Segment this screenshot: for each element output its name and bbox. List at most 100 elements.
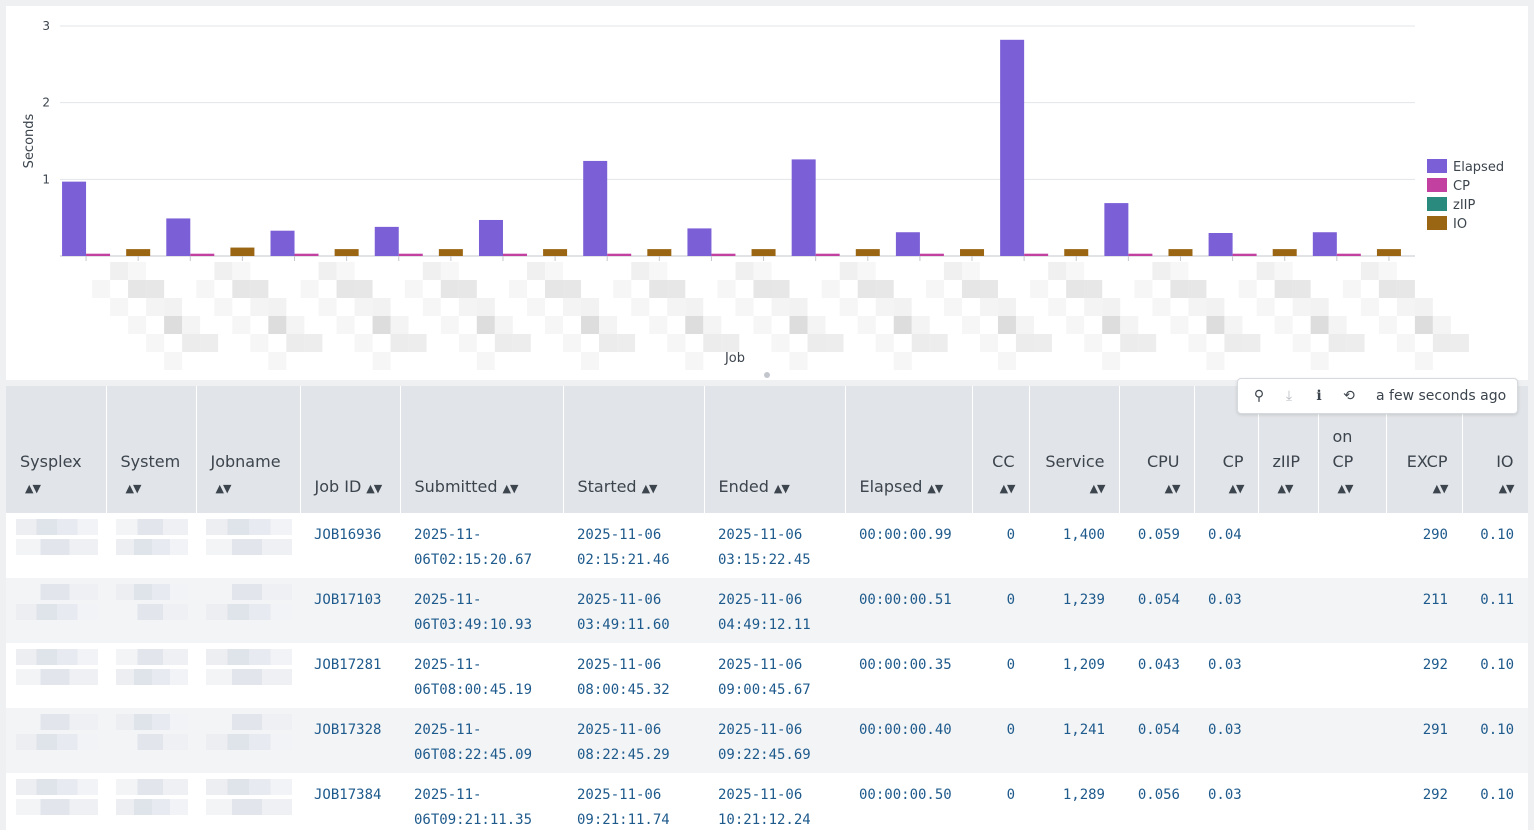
bar-io[interactable]	[543, 249, 568, 256]
cell-jobid[interactable]: JOB17281	[300, 643, 400, 708]
bar-elapsed[interactable]	[478, 219, 503, 256]
legend-label-ziip[interactable]: zIIP	[1453, 198, 1475, 213]
bar-elapsed[interactable]	[583, 160, 608, 256]
x-tick-label-redacted	[164, 316, 183, 334]
x-tick-label-redacted	[979, 334, 998, 352]
cell-jobid[interactable]: JOB16936	[300, 513, 400, 578]
x-tick-label-redacted	[1224, 316, 1243, 334]
bar-cp[interactable]	[1336, 253, 1361, 256]
bar-cp[interactable]	[86, 253, 111, 256]
col-header-service[interactable]: Service ▲▼	[1029, 386, 1120, 513]
sort-icon[interactable]: ▲▼	[1432, 482, 1449, 495]
search-icon[interactable]: ⚲	[1253, 388, 1265, 404]
bar-elapsed[interactable]	[1208, 233, 1233, 256]
table-row[interactable]: JOB17103 2025-11- 06T03:49:10.93 2025-11-…	[6, 578, 1528, 643]
bar-elapsed[interactable]	[791, 159, 816, 256]
info-icon[interactable]: i	[1316, 388, 1322, 404]
x-tick-label-redacted	[979, 280, 998, 298]
results-table: Sysplex ▲▼ System ▲▼ Jobname ▲▼ Job ID ▲▼ Su…	[6, 386, 1528, 830]
table-row[interactable]: JOB16936 2025-11- 06T02:15:20.67 2025-11-…	[6, 513, 1528, 578]
x-tick-label-redacted	[1256, 298, 1275, 316]
bar-elapsed[interactable]	[895, 232, 920, 256]
sort-icon[interactable]: ▲▼	[125, 482, 142, 495]
bar-elapsed[interactable]	[1312, 232, 1337, 256]
col-header-started[interactable]: Started ▲▼	[563, 386, 705, 513]
bar-io[interactable]	[1168, 249, 1193, 256]
bar-elapsed[interactable]	[270, 230, 295, 256]
table-row[interactable]: JOB17281 2025-11- 06T08:00:45.19 2025-11-…	[6, 643, 1528, 708]
bar-io[interactable]	[230, 247, 255, 256]
bar-cp[interactable]	[1232, 253, 1257, 256]
bar-io[interactable]	[438, 249, 463, 256]
sort-icon[interactable]: ▲▼	[1164, 482, 1181, 495]
bar-cp[interactable]	[190, 253, 215, 256]
bar-io[interactable]	[1376, 249, 1401, 256]
bar-io[interactable]	[751, 249, 776, 256]
panel-toolbar: ⚲ ⤓ i ⟲ a few seconds ago	[1237, 378, 1518, 414]
sort-icon[interactable]: ▲▼	[215, 482, 232, 495]
bar-cp[interactable]	[815, 253, 840, 256]
bar-cp[interactable]	[294, 253, 319, 256]
download-icon[interactable]: ⤓	[1285, 388, 1293, 404]
col-header-cpu[interactable]: CPU ▲▼	[1119, 386, 1195, 513]
col-header-elapsed[interactable]: Elapsed ▲▼	[845, 386, 973, 513]
bar-elapsed[interactable]	[374, 226, 399, 256]
cell-jobid[interactable]: JOB17328	[300, 708, 400, 773]
sort-icon[interactable]: ▲▼	[1498, 482, 1515, 495]
legend-label-elapsed[interactable]: Elapsed	[1453, 160, 1504, 175]
col-header-submitted[interactable]: Submitted ▲▼	[400, 386, 564, 513]
sort-icon[interactable]: ▲▼	[366, 482, 382, 495]
bar-cp[interactable]	[919, 253, 944, 256]
sort-icon[interactable]: ▲▼	[641, 482, 658, 495]
table-row[interactable]: JOB17328 2025-11- 06T08:22:45.09 2025-11-…	[6, 708, 1528, 773]
sort-icon[interactable]: ▲▼	[999, 482, 1016, 495]
x-tick-label-redacted	[458, 298, 477, 316]
x-tick-label-redacted	[1346, 334, 1365, 352]
sort-icon[interactable]: ▲▼	[773, 482, 790, 495]
panel-resize-handle[interactable]	[764, 372, 770, 378]
col-header-system[interactable]: System ▲▼	[106, 386, 197, 513]
bar-elapsed[interactable]	[1000, 39, 1025, 256]
sort-icon[interactable]: ▲▼	[927, 482, 943, 495]
bar-io[interactable]	[960, 249, 985, 256]
bar-elapsed[interactable]	[62, 181, 87, 256]
bar-io[interactable]	[855, 249, 880, 256]
bar-io[interactable]	[1064, 249, 1089, 256]
bar-elapsed[interactable]	[687, 228, 712, 256]
col-header-jobid[interactable]: Job ID ▲▼	[300, 386, 401, 513]
bar-io[interactable]	[647, 249, 672, 256]
cell-jobid[interactable]: JOB17384	[300, 773, 400, 830]
sort-icon[interactable]: ▲▼	[1337, 482, 1354, 495]
legend-label-cp[interactable]: CP	[1453, 179, 1470, 194]
refresh-icon[interactable]: ⟲	[1343, 388, 1355, 404]
sort-icon[interactable]: ▲▼	[1228, 482, 1245, 495]
cell-elapsed: 00:00:00.35	[845, 643, 972, 708]
col-header-cc[interactable]: CC ▲▼	[972, 386, 1030, 513]
sort-icon[interactable]: ▲▼	[1277, 482, 1294, 495]
x-tick-label-redacted	[979, 298, 998, 316]
bar-io[interactable]	[126, 249, 151, 256]
sort-icon[interactable]: ▲▼	[25, 482, 41, 495]
bar-cp[interactable]	[607, 253, 632, 256]
x-tick-label-redacted	[318, 298, 337, 316]
col-header-ended[interactable]: Ended ▲▼	[704, 386, 846, 513]
bar-elapsed[interactable]	[166, 218, 191, 256]
x-tick-label-redacted	[182, 334, 201, 352]
bar-cp[interactable]	[1024, 253, 1049, 256]
table-row[interactable]: JOB17384 2025-11- 06T09:21:11.35 2025-11-…	[6, 773, 1528, 830]
sort-icon[interactable]: ▲▼	[1089, 482, 1106, 495]
bar-io[interactable]	[1272, 249, 1297, 256]
bar-cp[interactable]	[398, 253, 423, 256]
legend-label-io[interactable]: IO	[1453, 217, 1467, 232]
col-header-sysplex[interactable]: Sysplex ▲▼	[6, 386, 107, 513]
bar-cp[interactable]	[1128, 253, 1153, 256]
bar-io[interactable]	[334, 249, 359, 256]
bar-cp[interactable]	[711, 253, 736, 256]
x-tick-label-redacted	[893, 298, 912, 316]
col-header-jobname[interactable]: Jobname ▲▼	[196, 386, 301, 513]
sort-icon[interactable]: ▲▼	[502, 482, 519, 495]
cell-jobid[interactable]: JOB17103	[300, 578, 400, 643]
cell-io: 0.11	[1462, 578, 1528, 643]
bar-cp[interactable]	[502, 253, 527, 256]
bar-elapsed[interactable]	[1104, 203, 1129, 256]
